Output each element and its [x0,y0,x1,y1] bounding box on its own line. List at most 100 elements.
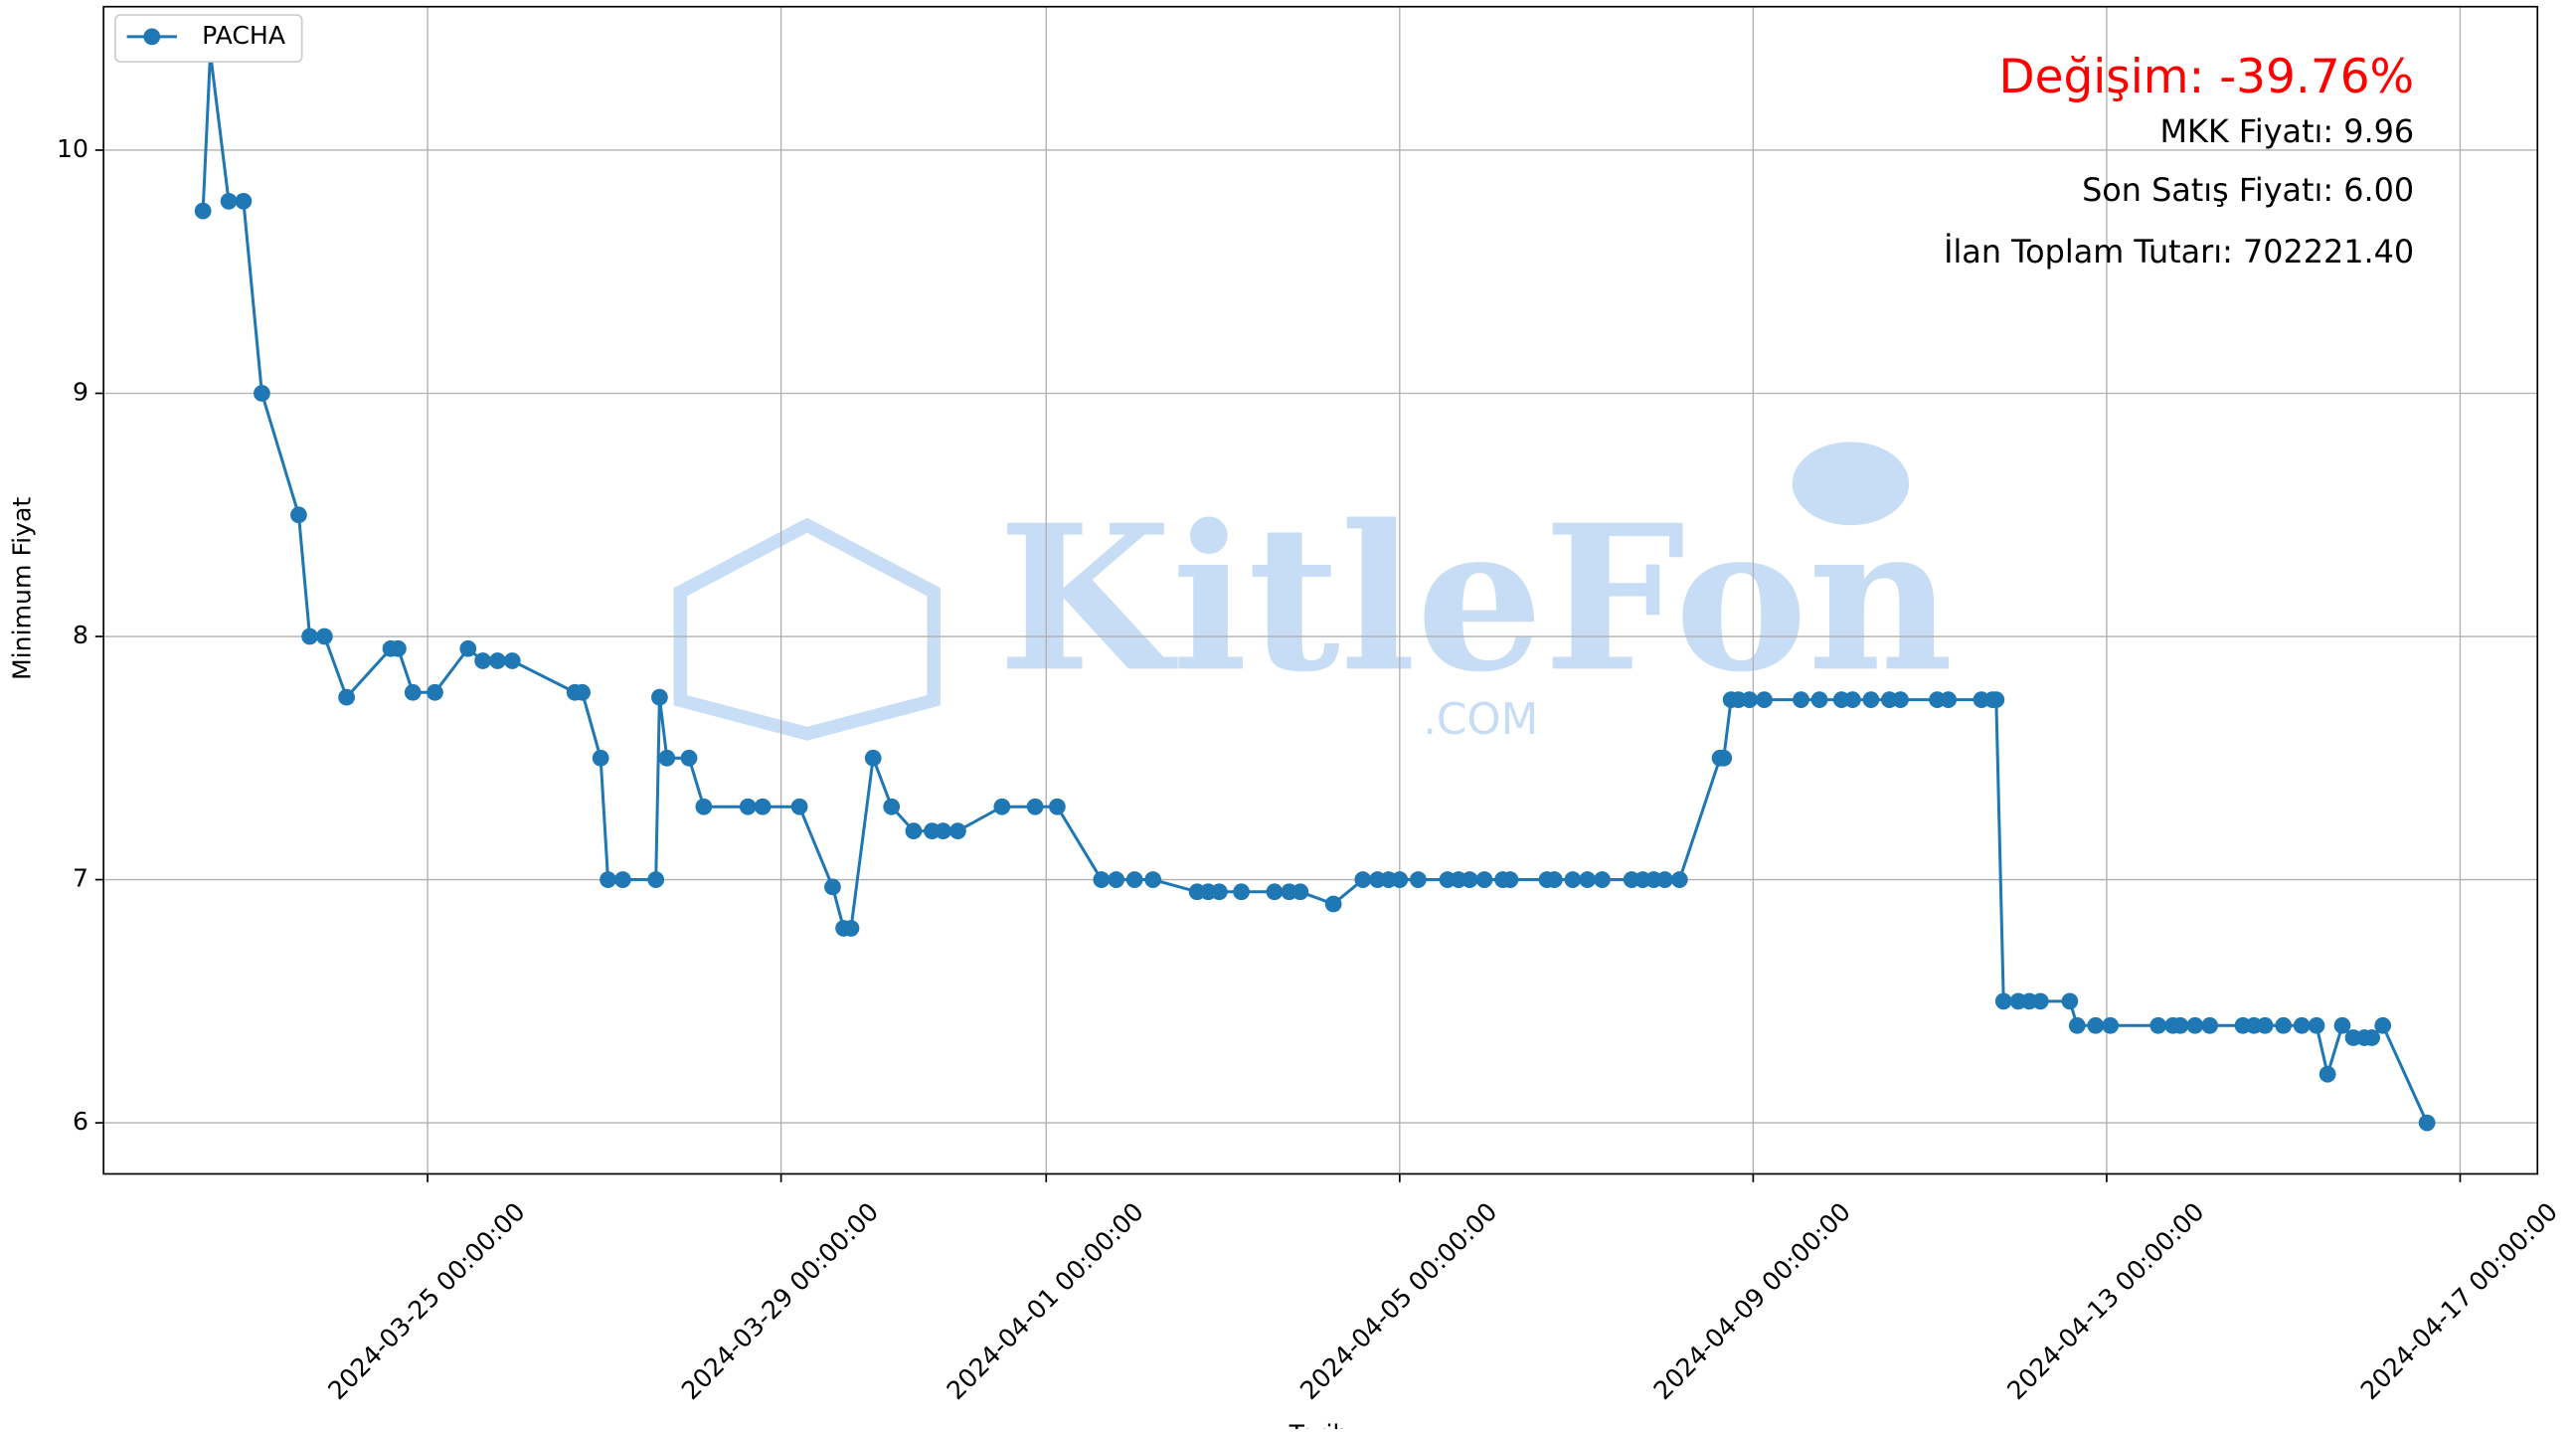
point [1843,691,1861,709]
point [290,506,307,524]
point [1291,883,1309,901]
y-axis-label: Minimum Fiyat [8,497,37,680]
point [1324,895,1342,913]
point [680,749,698,767]
point [2418,1114,2436,1132]
legend-label: PACHA [202,21,285,50]
point [1409,871,1427,888]
point [390,639,407,657]
point [1210,883,1228,901]
point [1940,691,1958,709]
point [647,871,665,888]
point [194,202,212,220]
point [574,683,592,701]
point [935,822,951,840]
point [1475,871,1493,888]
point [2374,1016,2392,1034]
point [220,192,238,210]
point [824,878,841,896]
watermark-logo [673,517,941,741]
point [1892,691,1909,709]
point [315,627,333,645]
legend-marker [143,28,161,46]
point [1545,871,1563,888]
point [2186,1016,2204,1034]
point [1810,691,1828,709]
point [254,385,270,402]
watermark: KitleFon .COM [673,442,1954,745]
point [1994,992,2012,1010]
point [338,688,355,706]
point [459,639,477,657]
point [2308,1016,2325,1034]
point [2102,1016,2120,1034]
point [993,798,1011,815]
point [905,822,923,840]
annotation: İlan Toplam Tutarı: 702221.40 [1944,233,2414,270]
watermark-sub: .COM [1423,695,1538,745]
point [2275,1016,2293,1034]
x-axis-label: Tarih [1288,1420,1349,1429]
point [2031,992,2049,1010]
legend-box [114,14,303,63]
point [842,920,860,937]
point [489,652,506,669]
annotation: Son Satış Fiyatı: 6.00 [2082,171,2414,209]
point [1579,871,1597,888]
point [1125,871,1143,888]
watermark-dot [1792,442,1910,526]
point [235,192,253,210]
point [474,652,492,669]
point [1026,798,1044,815]
point [600,871,616,888]
annotation: MKK Fiyatı: 9.96 [2160,112,2415,150]
y-tick-label: 8 [73,621,88,649]
point [1144,871,1162,888]
point [1987,691,2005,709]
watermark-text: KitleFon [998,481,1954,716]
point [1756,691,1773,709]
point [1656,871,1673,888]
point [592,749,609,767]
point [1391,871,1409,888]
point [790,798,808,815]
point [949,822,966,840]
point [301,627,318,645]
point [2171,1016,2189,1034]
point [2293,1016,2311,1034]
point [1564,871,1582,888]
point [658,749,676,767]
point [2333,1016,2351,1034]
point [1108,871,1125,888]
point [1501,871,1519,888]
point [404,683,422,701]
point [1793,691,1809,709]
point [754,798,772,815]
y-tick-label: 6 [73,1107,88,1136]
point [2256,1016,2274,1034]
point [2363,1029,2380,1046]
point [2201,1016,2219,1034]
point [1093,871,1111,888]
plot-frame [102,5,2539,1175]
point [1233,883,1250,901]
point [2061,992,2079,1010]
annotation: Değişim: -39.76% [1998,50,2414,104]
point [427,683,443,701]
point [1266,883,1284,901]
point [883,798,901,815]
point [1670,871,1688,888]
point [2318,1065,2336,1083]
point [2149,1016,2167,1034]
point [1460,871,1478,888]
point [1354,871,1372,888]
point [695,798,713,815]
y-tick-label: 7 [73,864,88,893]
point [1741,691,1759,709]
point [2087,1016,2105,1034]
point [1049,798,1066,815]
point [503,652,521,669]
point [1594,871,1611,888]
point [1862,691,1880,709]
